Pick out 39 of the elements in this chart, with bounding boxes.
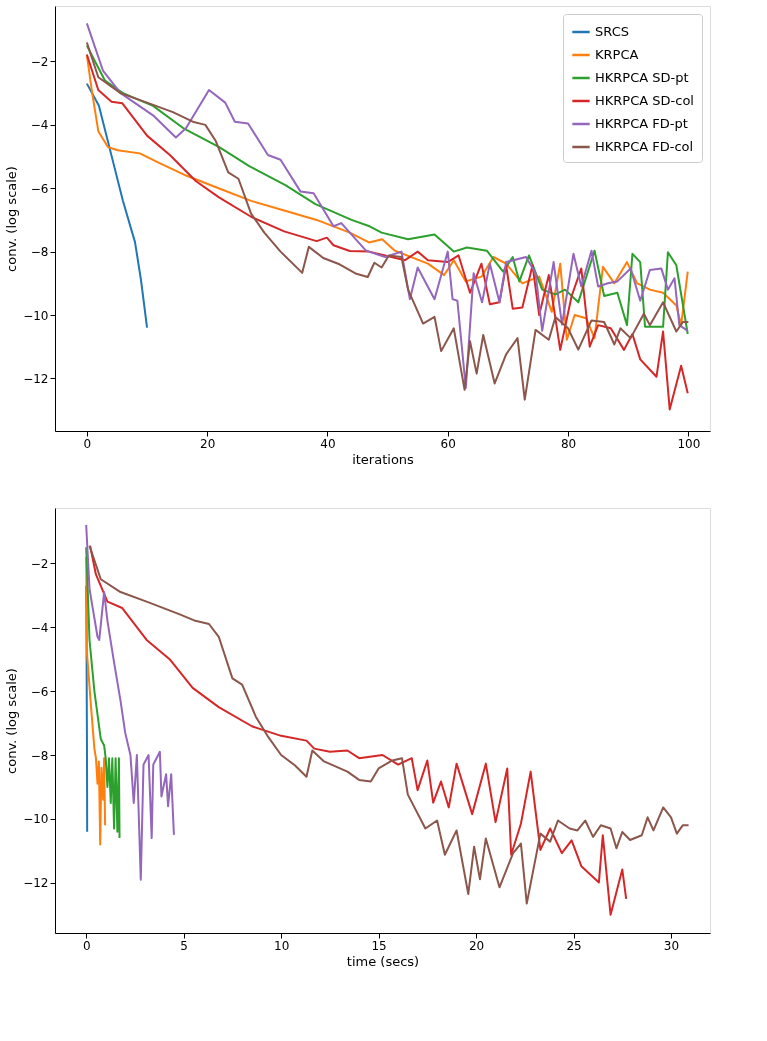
y-tick-label: −8 — [30, 245, 49, 260]
line-series — [85, 523, 175, 881]
legend-label: HKRPCA SD-col — [595, 93, 694, 108]
y-tick-label: −2 — [30, 556, 49, 571]
y-tick-label: −6 — [30, 684, 49, 699]
x-tick-label: 15 — [371, 938, 387, 953]
x-tick-label: 0 — [83, 436, 92, 451]
x-tick-label: 10 — [273, 938, 290, 953]
x-tick-label: 80 — [560, 436, 577, 451]
x-tick-label: 100 — [677, 436, 701, 451]
y-tick-label: −2 — [30, 54, 49, 69]
legend-label: SRCS — [595, 24, 629, 39]
y-tick-label: −6 — [30, 181, 49, 196]
line-series — [85, 555, 107, 846]
x-tick-label: 5 — [180, 938, 188, 953]
y-tick-label: −4 — [30, 118, 49, 133]
y-tick-label: −12 — [23, 876, 49, 891]
y-axis-title: conv. (log scale) — [4, 166, 20, 272]
y-tick-label: −12 — [23, 371, 49, 386]
line-series — [85, 546, 121, 840]
y-tick-label: −4 — [30, 620, 49, 635]
line-series — [85, 82, 149, 329]
y-tick-label: −10 — [23, 812, 49, 827]
x-tick-label: 40 — [320, 436, 336, 451]
legend-label: HKRPCA SD-pt — [595, 70, 689, 85]
x-axis-title: time (secs) — [346, 953, 420, 969]
y-axis-title: conv. (log scale) — [4, 668, 20, 774]
x-tick-label: 0 — [82, 938, 91, 953]
x-tick-label: 20 — [468, 938, 485, 953]
x-tick-label: 30 — [663, 938, 680, 953]
x-tick-label: 20 — [200, 436, 216, 451]
legend-label: HKRPCA FD-pt — [595, 116, 688, 131]
legend-label: HKRPCA FD-col — [595, 139, 694, 154]
x-tick-label: 60 — [440, 436, 456, 451]
legend-label: KRPCA — [595, 47, 639, 62]
x-tick-label: 25 — [566, 938, 582, 953]
x-axis-title: iterations — [352, 451, 415, 467]
y-tick-label: −8 — [30, 748, 49, 763]
y-tick-label: −10 — [23, 308, 49, 323]
